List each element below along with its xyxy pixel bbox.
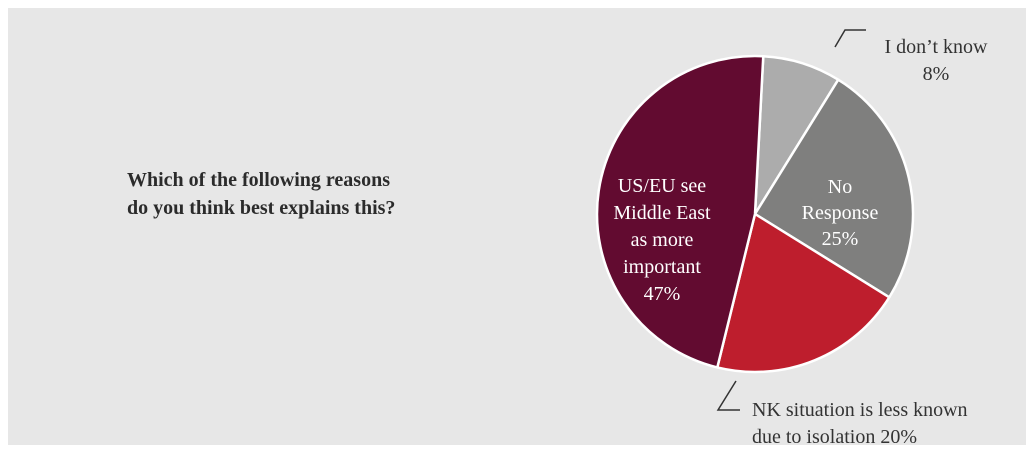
slice-label-middle-east: US/EU see Middle East as more important 47%	[613, 175, 711, 305]
slice-label-line: Middle East	[613, 202, 711, 224]
slice-label-line: US/EU see	[618, 175, 706, 197]
slice-label-line: NK situation is less known	[752, 399, 968, 421]
slice-label-line: Response	[802, 202, 879, 224]
slice-labels: I don’t know 8% No Response 25% NK situation …	[613, 36, 988, 448]
slice-label-no-response: No Response 25%	[802, 176, 879, 250]
pie-slice-no-response	[753, 78, 915, 299]
leader-line-dont-know	[834, 29, 866, 48]
pie-slices	[595, 54, 915, 374]
slice-label-line: 47%	[644, 283, 681, 305]
leader-lines	[716, 29, 866, 411]
slice-label-line: No	[828, 176, 852, 198]
pie-slice-nk-situation	[716, 212, 891, 374]
slice-label-line: due to isolation 20%	[752, 426, 917, 448]
slice-label-dont-know: I don’t know 8%	[885, 36, 989, 85]
slice-label-line: important	[623, 256, 701, 278]
survey-question: Which of the following reasons do you th…	[127, 169, 396, 219]
slice-label-nk-situation: NK situation is less known due to isolati…	[752, 399, 968, 448]
slice-label-line: 8%	[923, 63, 950, 85]
leader-line-nk-situation	[716, 380, 740, 411]
slice-label-line: I don’t know	[885, 36, 989, 58]
pie-slice-middle-east	[595, 54, 765, 369]
slice-label-line: as more	[631, 229, 694, 251]
slice-label-line: 25%	[822, 228, 859, 250]
